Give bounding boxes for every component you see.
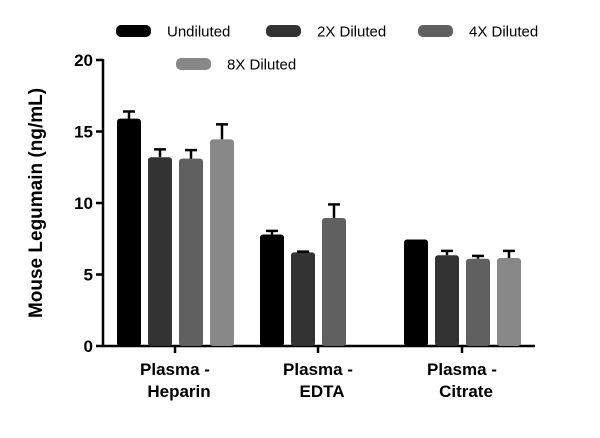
bar	[404, 239, 428, 346]
legend-label: 4X Diluted	[469, 24, 538, 41]
y-axis: 0 5 10 15 20	[74, 51, 105, 356]
bar	[466, 258, 490, 346]
x-tick-label: Plasma -	[283, 360, 353, 379]
y-tick-label: 5	[84, 266, 93, 285]
y-axis-label: Mouse Legumain (ng/mL)	[26, 88, 47, 318]
x-tick-label: Plasma -	[140, 360, 210, 379]
legend-swatch	[176, 58, 211, 70]
legend: Undiluted 2X Diluted 4X Diluted 8X Diluted	[116, 24, 538, 74]
bars	[117, 110, 521, 346]
legend-swatch	[418, 25, 453, 37]
legend-swatch	[266, 25, 301, 37]
bar	[322, 218, 346, 346]
x-tick-label: EDTA	[299, 382, 344, 401]
bar	[179, 158, 203, 346]
y-tick-label: 0	[84, 337, 93, 356]
y-tick-label: 15	[74, 123, 93, 142]
bar	[117, 118, 141, 346]
bar	[260, 234, 284, 346]
y-tick-label: 10	[74, 194, 93, 213]
bar	[497, 258, 521, 346]
bar	[291, 252, 315, 346]
x-tick-label: Heparin	[147, 382, 210, 401]
legend-swatch	[116, 25, 151, 37]
bar	[148, 157, 172, 346]
bar	[435, 255, 459, 346]
legend-label: 8X Diluted	[227, 57, 296, 74]
legend-label: Undiluted	[167, 24, 230, 41]
x-tick-label: Plasma -	[427, 360, 497, 379]
y-tick-label: 20	[74, 51, 93, 70]
x-tick-label: Citrate	[439, 382, 493, 401]
bar	[210, 139, 234, 346]
x-axis: Plasma - Heparin Plasma - EDTA Plasma - Citra…	[102, 344, 535, 401]
legend-label: 2X Diluted	[317, 24, 386, 41]
